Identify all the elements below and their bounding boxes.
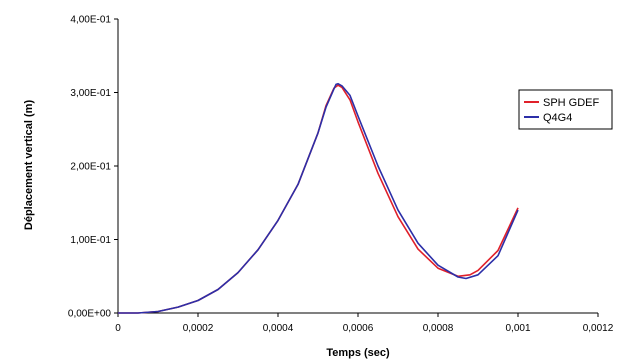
legend-box [518, 89, 613, 130]
series-line-1 [118, 84, 519, 314]
legend: SPH GDEF Q4G4 [518, 89, 613, 130]
x-tick-label: 0,0004 [263, 323, 294, 334]
series-layer [118, 82, 519, 314]
x-tick-label: 0,0012 [583, 323, 614, 334]
axes: 0,00E+00 1,00E-01 2,00E-01 3,00E-01 4,00E-01… [68, 15, 614, 335]
x-axis-title: Temps (sec) [326, 347, 390, 359]
y-tick-label: 2,00E-01 [70, 162, 111, 173]
y-tick-label: 3,00E-01 [70, 88, 111, 99]
x-tick-label: 0,001 [505, 323, 530, 334]
x-tick-label: 0 [115, 323, 121, 334]
x-tick-label: 0,0002 [183, 323, 214, 334]
y-axis-title: Déplacement vertical (m) [23, 100, 35, 231]
y-tick-label: 0,00E+00 [68, 309, 112, 320]
series-line-2 [118, 82, 519, 314]
x-tick-label: 0,0006 [343, 323, 374, 334]
legend-label: Q4G4 [543, 112, 572, 124]
x-tick-label: 0,0008 [423, 323, 454, 334]
y-tick-label: 4,00E-01 [70, 15, 111, 26]
legend-label: SPH GDEF [543, 97, 600, 109]
y-tick-label: 1,00E-01 [70, 235, 111, 246]
